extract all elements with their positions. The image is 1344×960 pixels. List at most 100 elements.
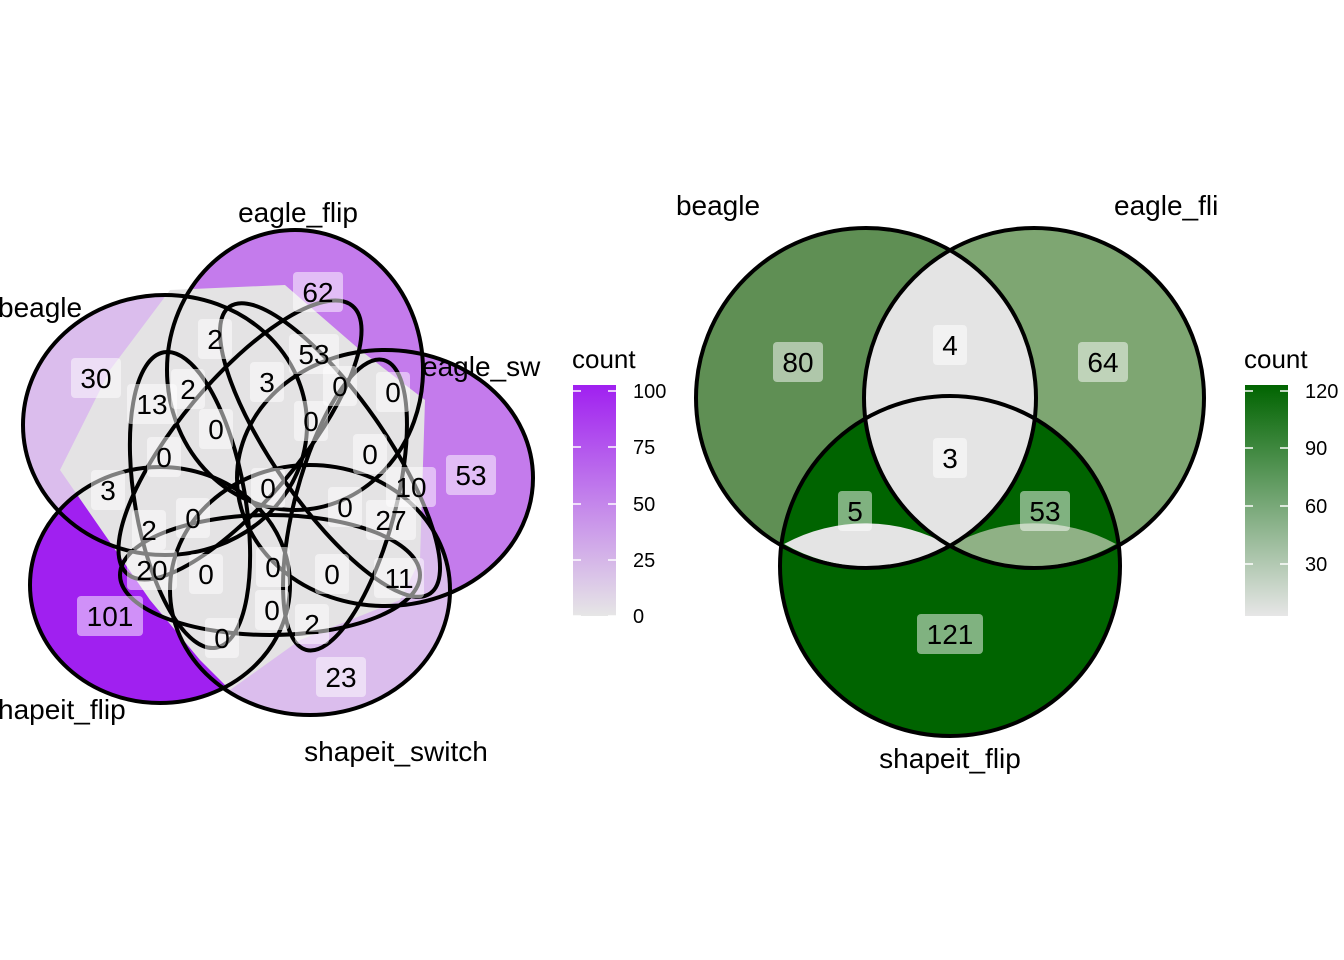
count-label-box [838, 491, 872, 531]
region-count: 2 [304, 609, 320, 640]
region-count: 121 [927, 619, 974, 650]
set-label-eagle-switch: eagle_sw [422, 351, 541, 382]
region-count: 0 [362, 439, 378, 470]
region-count: 3 [259, 367, 275, 398]
count-label-box [933, 438, 967, 478]
count-label-box [289, 334, 339, 374]
region-count: 62 [302, 277, 333, 308]
set-label-shapeit-flip-right: shapeit_flip [879, 743, 1021, 774]
legend-tick: 50 [633, 494, 655, 516]
region-count: 20 [136, 555, 167, 586]
count-label-box [256, 547, 290, 587]
count-legend-purple: count 100 75 50 25 0 [572, 344, 666, 628]
region-count: 101 [87, 601, 134, 632]
region-count: 53 [298, 339, 329, 370]
legend-title: count [572, 344, 636, 374]
shapeit-flip-circle [778, 394, 1122, 738]
count-label-box [293, 272, 343, 312]
legend-tick: 25 [633, 550, 655, 572]
count-label-box [295, 604, 329, 644]
legend-tick: 0 [633, 606, 644, 628]
count-label-box [176, 498, 210, 538]
count-label-box [933, 325, 967, 365]
count-label-box [71, 358, 121, 398]
beagle-shapeit-flip-intersection [784, 523, 950, 567]
legend-tick: 100 [633, 381, 666, 403]
count-label-box [353, 434, 387, 474]
count-label-box [374, 558, 424, 598]
region-count: 0 [303, 406, 319, 437]
region-count: 10 [395, 472, 426, 503]
legend-colorbar [1245, 385, 1288, 616]
eagle-flip-ellipse [165, 228, 425, 512]
region-count: 23 [325, 662, 356, 693]
count-label-box [446, 455, 496, 495]
set-label-eagle-flip-right: eagle_fli [1114, 190, 1218, 221]
region-count: 0 [156, 442, 172, 473]
count-label-box [189, 554, 223, 594]
legend-tick: 60 [1305, 496, 1327, 518]
region-count: 2 [180, 374, 196, 405]
eagle-switch-ellipse [235, 348, 535, 608]
region-count: 30 [80, 363, 111, 394]
region-count: 0 [337, 492, 353, 523]
count-label-box [328, 487, 362, 527]
region-count: 64 [1087, 347, 1118, 378]
region-count: 11 [384, 563, 413, 594]
count-label-box [316, 657, 366, 697]
count-label-box [127, 384, 177, 424]
count-legend-green: count 120 90 60 30 [1244, 344, 1338, 616]
count-label-box [773, 342, 823, 382]
beagle-circle [694, 226, 1038, 570]
count-label-box [198, 319, 232, 359]
set-label-shapeit-flip: hapeit_flip [0, 694, 126, 725]
region-count: 27 [375, 505, 406, 536]
count-label-box [132, 510, 166, 550]
count-label-box [366, 500, 416, 540]
legend-tick: 30 [1305, 554, 1327, 576]
count-label-box [376, 372, 410, 412]
region-count: 0 [265, 552, 281, 583]
five-set-venn: eagle_flip beagle eagle_sw shapeit_switc… [0, 197, 541, 767]
region-count: 80 [782, 347, 813, 378]
set-label-beagle: beagle [0, 292, 82, 323]
region-count: 13 [136, 389, 167, 420]
region-count: 0 [264, 595, 280, 626]
count-label-box [251, 468, 285, 508]
count-label-box [255, 590, 289, 630]
region-count: 5 [847, 496, 863, 527]
count-label-box [1020, 491, 1070, 531]
count-label-box [77, 596, 143, 636]
region-count: 0 [198, 559, 214, 590]
region-count: 4 [942, 330, 958, 361]
region-count: 53 [455, 460, 486, 491]
eagle-flip-circle [862, 226, 1206, 570]
region-count: 0 [185, 503, 201, 534]
region-count: 0 [214, 623, 230, 654]
count-label-box [1078, 342, 1128, 382]
count-label-box [127, 550, 177, 590]
region-count: 0 [332, 371, 348, 402]
region-count: 3 [942, 443, 958, 474]
region-count: 2 [141, 515, 157, 546]
eagle-flip-shapeit-flip-intersection [950, 523, 1116, 567]
set-label-eagle-flip: eagle_flip [238, 197, 358, 228]
legend-tick: 120 [1305, 381, 1338, 403]
count-label-box [199, 409, 233, 449]
count-label-box [294, 401, 328, 441]
legend-tick: 90 [1305, 438, 1327, 460]
count-label-box [91, 470, 125, 510]
region-count: 0 [324, 559, 340, 590]
count-label-box [386, 467, 436, 507]
legend-colorbar [573, 385, 616, 616]
three-set-venn: beagle eagle_fli shapeit_flip 80 64 121 4 3 5… [676, 190, 1218, 774]
region-count: 2 [207, 324, 223, 355]
legend-tick: 75 [633, 437, 655, 459]
count-label-box [323, 366, 357, 406]
shapeit-flip-circle-fill [780, 396, 1120, 736]
set-label-shapeit-switch: shapeit_switch [304, 736, 488, 767]
count-label-box [917, 614, 983, 654]
region-count: 3 [100, 475, 116, 506]
count-label-box [205, 618, 239, 658]
